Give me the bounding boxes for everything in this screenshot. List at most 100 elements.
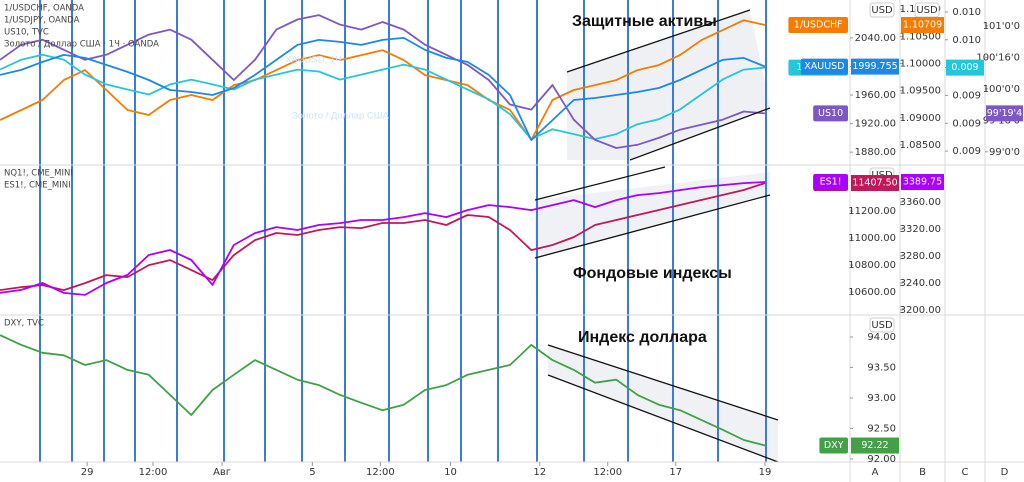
y-tick-label: 0.009 <box>952 146 981 157</box>
channel-shade <box>548 345 778 462</box>
x-tick-label: 19 <box>759 467 772 478</box>
axis-unit-box <box>869 2 895 18</box>
series-tag <box>813 174 848 191</box>
y-tick-label: 1.08500 <box>900 140 941 151</box>
annotation: Защитные активы <box>572 13 717 30</box>
last-value: 1.10709 <box>903 20 942 31</box>
y-tick-label: 0.010 <box>952 35 981 46</box>
last-value: 92.22 <box>861 440 888 451</box>
axis-unit: USD <box>871 5 893 16</box>
y-tick-label: 100'0'0 <box>983 84 1020 95</box>
y-tick-label: 11200.00 <box>848 206 896 217</box>
series-line <box>0 334 766 447</box>
channels <box>534 9 779 463</box>
y-tick-label: 10800.00 <box>848 260 896 271</box>
axis-unit-box <box>869 317 895 333</box>
legend-entry: NQ1!, CME_MINI <box>4 169 73 179</box>
last-value-box <box>986 105 1023 122</box>
y-tick-label: 3280.00 <box>900 251 941 262</box>
channel-line <box>629 107 771 161</box>
y-tick-label: 93.50 <box>867 362 896 373</box>
last-value-box <box>901 17 944 34</box>
y-tick-label: 1.10000 <box>900 59 941 70</box>
y-tick-label: 1.10500 <box>900 31 941 42</box>
y-tick-label: 92.50 <box>867 423 896 434</box>
y-tick-label: 1.09000 <box>900 113 941 124</box>
legend-entry: 1/USDCHF, OANDA <box>4 4 84 14</box>
last-value: 1999.755 <box>852 61 897 72</box>
last-value: 99'19'4 <box>987 108 1022 119</box>
y-tick-label: 0.010 <box>952 7 981 18</box>
legend-entry: US10, TVC <box>4 28 49 38</box>
y-tick-label: 3360.00 <box>900 197 941 208</box>
series-tag <box>819 437 848 454</box>
y-tick-label: 92.00 <box>867 454 896 465</box>
series-tag-label: ES1! <box>820 177 842 188</box>
series-tag <box>788 17 848 34</box>
x-tick-label: 12:00 <box>139 467 168 478</box>
y-tick-label: 99'0'0 <box>989 147 1020 158</box>
y-tick-label: 1960.00 <box>855 90 896 101</box>
y-tick-label: 1.09500 <box>900 86 941 97</box>
series-tag-label: XAUUSD <box>804 61 844 72</box>
x-tick-label: Авг <box>213 467 231 478</box>
y-tick-label: 0.009 <box>952 90 981 101</box>
legend-entry: ES1!, CME_MINI <box>4 181 71 191</box>
series-tag <box>800 58 848 75</box>
y-tick-label: 1880.00 <box>855 147 896 158</box>
channel-line <box>547 344 779 421</box>
last-value-box <box>851 175 899 192</box>
series-tag-label: US10 <box>818 108 843 119</box>
y-tick-label: 93.00 <box>867 393 896 404</box>
channel-line <box>547 374 779 463</box>
series-line <box>0 14 766 149</box>
x-tick-label: 12:00 <box>593 467 622 478</box>
last-value: 3389.75 <box>903 177 942 188</box>
column-label: D <box>1001 467 1009 478</box>
legend-entry: 1/USDJPY, OANDA <box>4 16 80 26</box>
series-line <box>0 53 766 140</box>
y-tick-label: 101'0'0 <box>983 21 1020 32</box>
column-label: C <box>962 467 969 478</box>
column-label: A <box>872 467 879 478</box>
plot <box>0 14 766 447</box>
channel-shade <box>535 172 770 258</box>
x-tick-label: 12 <box>533 467 546 478</box>
last-value-box <box>946 59 984 76</box>
last-value-box <box>851 437 899 454</box>
axis-unit: USD <box>871 320 893 331</box>
y-tick-label: 0.009 <box>952 118 981 129</box>
y-tick-label: 2040.00 <box>855 33 896 44</box>
legend-entry: DXY, TVC <box>4 319 44 329</box>
channel-line <box>534 194 771 259</box>
column-label: B <box>919 467 926 478</box>
x-tick-label: 12:00 <box>366 467 395 478</box>
y-tick-label: 100'16'0 <box>976 52 1020 63</box>
channel-line <box>566 9 751 73</box>
series-line <box>0 181 766 296</box>
x-tick-label: 10 <box>444 467 457 478</box>
last-value: 0.009 <box>951 62 978 73</box>
y-tick-label: 94.00 <box>867 332 896 343</box>
series-line <box>0 182 766 291</box>
legend-entry: Золото / Доллар США · 1Ч · OANDA <box>4 40 159 50</box>
axis-unit-box <box>914 2 940 18</box>
series-tag-label: 1/USDCHF <box>794 20 843 31</box>
annotation: Фондовые индексы <box>573 265 732 282</box>
annotation: Индекс доллара <box>578 329 707 346</box>
y-tick-label: 1920.00 <box>855 119 896 130</box>
y-tick-label: 10600.00 <box>848 287 896 298</box>
last-value: 11407.50 <box>852 178 897 189</box>
x-tick-label: 17 <box>669 467 682 478</box>
x-tick-label: 29 <box>81 467 94 478</box>
y-tick-label: 3200.00 <box>900 305 941 316</box>
channel-line <box>534 166 666 201</box>
watermark: XAUUSD, 1Ч <box>285 55 342 66</box>
x-tick-label: 5 <box>309 467 315 478</box>
y-tick-label: 11000.00 <box>848 233 896 244</box>
y-tick-label: 3320.00 <box>900 224 941 235</box>
watermark-sub: Золото / Доллар США <box>292 111 389 122</box>
series-tag <box>813 105 848 122</box>
